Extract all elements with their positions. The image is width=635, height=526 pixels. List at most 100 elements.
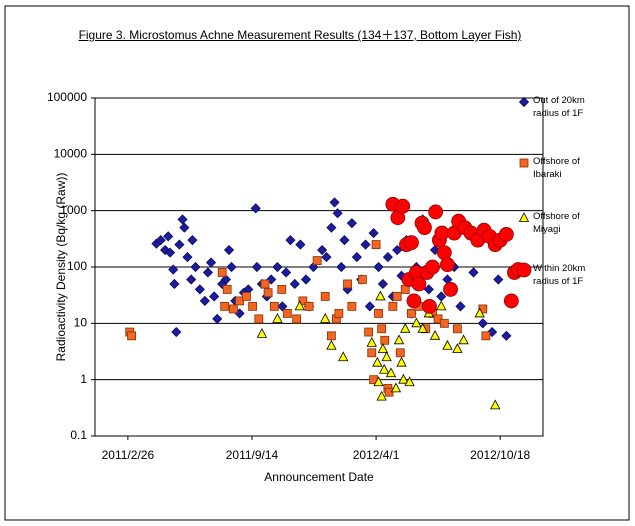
diamond-marker [212,313,223,324]
y-tick-label: 1 [80,372,87,386]
triangle-marker [272,313,283,323]
diamond-marker [285,235,296,246]
chart-title: Figure 3. Microstomus Achne Measurement … [78,28,522,42]
square-marker [371,240,381,249]
diamond-marker [174,239,185,250]
circle-marker [498,226,514,242]
triangle-marker [436,300,447,311]
square-marker [358,275,367,284]
legend-marker [519,158,529,168]
diamond-marker [205,257,217,268]
diamond-marker [382,252,393,263]
triangle-marker [490,399,501,410]
square-marker [248,301,258,311]
diamond-marker [281,267,292,278]
diamond-marker [351,252,362,263]
square-marker [481,331,491,341]
diamond-marker [392,244,403,256]
triangle-marker [393,334,405,345]
diamond-marker [182,252,193,263]
legend-entry: Within 20km radius of 1F [533,263,585,287]
diamond-marker [360,239,371,250]
diamond-marker [272,261,283,273]
square-marker [334,309,344,318]
triangle-marker [375,290,386,301]
diamond-marker [455,301,466,312]
square-marker [242,292,251,301]
triangle-marker [429,329,441,340]
triangle-marker [372,356,383,367]
triangle-marker [294,300,305,311]
x-tick-label: 2012/4/1 [353,448,400,462]
diamond-marker [223,244,235,256]
square-marker [439,318,449,328]
x-tick-label: 2012/10/18 [470,448,530,462]
square-marker [235,296,244,306]
diamond-marker [251,261,263,273]
diamond-marker [179,222,190,233]
square-marker [367,348,377,358]
y-tick-label: 0.1 [70,428,87,442]
diamond-marker [493,274,504,285]
legend-marker [518,96,530,108]
circle-marker [411,276,427,292]
legend-entry: Offshore of Miyagi [533,211,580,235]
square-marker [380,335,390,345]
y-tick-label: 100000 [47,90,87,104]
diamond-marker [317,244,328,256]
chart-frame [4,5,630,521]
triangle-marker [377,343,389,353]
legend-label: Offshore of Ibaraki [533,156,580,180]
triangle-marker [442,339,453,350]
square-marker [260,279,270,289]
diamond-marker [364,301,375,312]
triangle-marker [400,322,411,333]
diamond-marker [339,235,350,246]
x-tick-label: 2011/9/14 [226,448,279,462]
x-axis-label: Announcement Date [264,470,374,484]
y-tick-label: 1000 [60,203,87,217]
diamond-marker [155,235,166,246]
diamond-marker [168,264,179,275]
square-marker [377,324,387,334]
plot-frame [94,97,544,437]
diamond-marker [186,274,197,285]
square-marker [222,285,232,294]
circle-marker [422,298,437,314]
square-marker [433,314,443,324]
triangle-marker [452,343,463,353]
diamond-marker [368,228,379,239]
circle-marker [417,220,432,236]
y-tick-label: 10 [74,316,88,330]
diamond-marker [326,222,337,233]
diamond-marker [250,203,261,214]
square-marker [343,279,352,289]
circle-marker [434,225,450,241]
diamond-marker [321,252,332,263]
diamond-marker [346,218,357,229]
square-marker [269,301,279,311]
y-axis-label: Radioactivity Density (Bq/kg (Raw)) [54,173,68,362]
circle-marker [503,293,519,309]
circle-marker [404,235,419,251]
square-marker [292,314,302,324]
square-marker [282,309,292,318]
diamond-marker [336,261,347,273]
circle-marker [395,198,411,214]
diamond-marker [190,261,201,273]
diamond-marker [177,214,188,225]
triangle-marker [256,328,268,338]
diamond-marker [220,274,231,285]
diamond-marker [202,267,213,278]
y-tick-label: 100 [67,259,87,273]
square-marker [263,288,273,298]
diamond-marker [165,247,176,258]
square-marker [452,324,462,334]
circle-marker [440,257,455,273]
triangle-marker [458,334,469,345]
diamond-marker [377,278,388,290]
triangle-marker [378,363,390,374]
square-marker [304,301,314,311]
circle-marker [425,259,440,275]
